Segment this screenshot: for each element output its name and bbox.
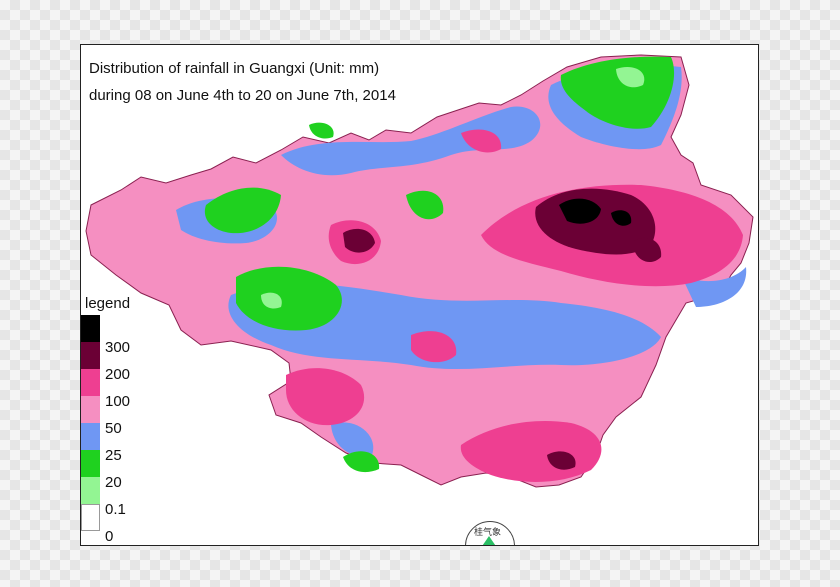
- rain-zone-extreme-core: [559, 198, 601, 224]
- compass-label: 桂气象: [474, 527, 502, 537]
- legend-label-200: 200: [105, 366, 131, 383]
- legend-label-100: 100: [105, 393, 131, 410]
- map-title-line-1: Distribution of rainfall in Guangxi (Uni…: [89, 60, 380, 77]
- legend-swatch-100: [81, 369, 100, 396]
- legend-title: legend: [85, 295, 131, 312]
- rain-zone-green-west: [236, 266, 342, 331]
- legend-label-300: 300: [105, 339, 131, 356]
- compass-wedge-icon: [474, 536, 504, 545]
- legend-swatch-0-1: [81, 477, 100, 504]
- rain-zone-veryheavy-west: [343, 228, 375, 253]
- legend-swatch-300: [81, 315, 100, 342]
- rainfall-map-panel: Distribution of rainfall in Guangxi (Uni…: [80, 44, 759, 546]
- legend-swatch-200: [81, 342, 100, 369]
- rain-zone-veryheavy-far-east: [634, 237, 662, 263]
- rain-zone-lightgreen-west: [261, 292, 282, 309]
- rain-zone-green-south: [343, 451, 380, 473]
- compass-logo: 桂气象: [465, 521, 515, 545]
- rain-zone-heavy-center: [411, 331, 457, 363]
- legend-label-0-1: 0.1: [105, 501, 126, 518]
- rain-zone-green-north: [406, 190, 444, 220]
- legend-swatch-50: [81, 396, 100, 423]
- rain-zone-green-northeast: [560, 56, 675, 129]
- legend-swatch-0: [81, 504, 100, 531]
- rain-zone-green-northwest: [204, 187, 281, 234]
- rain-zone-blue-east: [681, 267, 747, 307]
- legend-label-20: 20: [105, 474, 122, 491]
- rain-zone-green-top: [309, 122, 334, 139]
- rain-zone-blue-south: [331, 422, 374, 458]
- legend-label-50: 50: [105, 420, 122, 437]
- legend-swatch-25: [81, 423, 100, 450]
- map-title-line-2: during 08 on June 4th to 20 on June 7th,…: [89, 87, 396, 104]
- rain-zone-extreme-core-2: [611, 210, 632, 226]
- rain-zone-veryheavy-south: [547, 451, 576, 470]
- rain-zone-heavy-southwest: [286, 368, 365, 426]
- rain-zone-lightgreen-northeast: [616, 66, 645, 88]
- legend-swatch-20: [81, 450, 100, 477]
- legend-label-0: 0: [105, 528, 114, 545]
- guangxi-rainfall-map: [85, 54, 754, 488]
- rain-zone-heavy-north: [461, 129, 502, 153]
- rain-zone-blue-north: [281, 106, 541, 176]
- legend-label-25: 25: [105, 447, 122, 464]
- province-outline: [85, 54, 754, 488]
